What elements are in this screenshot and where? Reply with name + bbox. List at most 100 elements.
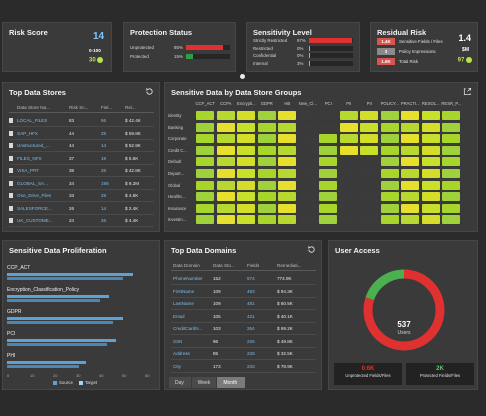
heatmap-cell[interactable] [319, 111, 337, 121]
heatmap-cell[interactable] [196, 215, 214, 225]
heatmap-cell[interactable] [278, 169, 296, 179]
heatmap-cell[interactable] [216, 134, 235, 144]
data-store-row[interactable]: SALESFORCE... 26 14 $ 2.4K [9, 203, 154, 215]
heatmap-cell[interactable] [196, 122, 214, 132]
heatmap-cell[interactable] [278, 203, 296, 213]
heatmap-cell[interactable] [421, 145, 440, 155]
heatmap-cell[interactable] [360, 215, 378, 225]
heatmap-cell[interactable] [360, 111, 378, 121]
data-store-cell[interactable]: GLOBAL_SA... [17, 180, 48, 186]
data-domain-row[interactable]: PhoneNumber 152 574 774.9K [171, 273, 316, 285]
heatmap-cell[interactable] [196, 134, 214, 144]
heatmap-cell[interactable] [319, 180, 337, 190]
heatmap-cell[interactable] [442, 192, 460, 202]
proliferation-bar-target[interactable] [7, 365, 80, 368]
data-domain-row[interactable]: Address 85 228 $ 32.5K [171, 348, 316, 360]
heatmap-cell[interactable] [319, 203, 337, 213]
data-store-row[interactable]: GLOBAL_SA... 34 198 $ 9.2M [9, 178, 154, 190]
heatmap-cell[interactable] [442, 145, 460, 155]
heatmap-cell[interactable] [401, 169, 419, 179]
heatmap-cell[interactable] [380, 157, 399, 167]
proliferation-bar-target[interactable] [7, 321, 114, 324]
data-store-row[interactable]: One_Drive_Files 33 29 $ 4.8K [9, 190, 154, 202]
heatmap-cell[interactable] [298, 180, 317, 190]
heatmap-cell[interactable] [360, 122, 378, 132]
heatmap-cell[interactable] [216, 157, 235, 167]
heatmap-cell[interactable] [237, 192, 255, 202]
data-store-cell[interactable]: One_Drive_Files [17, 193, 52, 198]
heatmap-cell[interactable] [257, 215, 276, 225]
donut-segment-protected[interactable] [363, 269, 445, 351]
heatmap-cell[interactable] [257, 111, 276, 121]
data-store-cell[interactable]: VISA_PRT [17, 168, 40, 173]
heatmap-cell[interactable] [298, 145, 317, 155]
heatmap-cell[interactable] [298, 169, 317, 179]
heatmap-cell[interactable] [298, 111, 317, 121]
data-domain-cell[interactable]: Address [173, 351, 190, 356]
heatmap-cell[interactable] [421, 111, 440, 121]
heatmap-cell[interactable] [278, 111, 296, 121]
heatmap-cell[interactable] [442, 215, 460, 225]
heatmap-cell[interactable] [237, 157, 255, 167]
data-store-row[interactable]: UK_CUSTOME... 24 26 $ 4.4K [9, 215, 154, 227]
heatmap-cell[interactable] [319, 122, 337, 132]
data-store-cell[interactable]: SAP_HFX [17, 130, 38, 136]
heatmap-cell[interactable] [401, 203, 419, 213]
data-store-cell[interactable]: SALESFORCE... [17, 205, 52, 211]
heatmap-cell[interactable] [196, 203, 214, 213]
heatmap-cell[interactable] [421, 122, 440, 132]
data-domain-row[interactable]: SSN 96 226 $ 49.8K [171, 336, 316, 348]
proliferation-bar-source[interactable] [7, 361, 86, 364]
heatmap-cell[interactable] [442, 122, 460, 132]
data-store-row[interactable]: LOCAL_FILES 83 66 $ 42.4K [9, 115, 154, 127]
data-store-row[interactable]: SAP_HFX 44 25 $ 59.8K [9, 128, 154, 140]
heatmap-cell[interactable] [339, 180, 358, 190]
data-store-row[interactable]: VISA_PRT 36 26 $ 42.8K [9, 165, 154, 177]
heatmap-cell[interactable] [237, 203, 255, 213]
heatmap-cell[interactable] [421, 169, 440, 179]
data-domain-row[interactable]: LastName 109 481 $ 60.5K [171, 298, 316, 310]
tab-month[interactable]: Month [217, 377, 246, 388]
heatmap-cell[interactable] [319, 134, 337, 144]
data-store-column-header[interactable]: Fiel... [101, 105, 113, 110]
data-store-column-header[interactable]: Rei... [125, 105, 136, 110]
heatmap-cell[interactable] [216, 203, 235, 213]
heatmap-cell[interactable] [196, 157, 214, 167]
heatmap-cell[interactable] [421, 157, 440, 167]
heatmap-cell[interactable] [216, 111, 235, 121]
heatmap-cell[interactable] [380, 169, 399, 179]
heatmap-cell[interactable] [339, 157, 358, 167]
proliferation-bar-source[interactable] [7, 295, 109, 298]
refresh-icon[interactable] [145, 87, 154, 96]
heatmap-cell[interactable] [421, 192, 440, 202]
heatmap-cell[interactable] [442, 111, 460, 121]
heatmap-cell[interactable] [380, 192, 399, 202]
heatmap-cell[interactable] [401, 157, 419, 167]
heatmap-cell[interactable] [237, 111, 255, 121]
heatmap-cell[interactable] [257, 157, 276, 167]
heatmap-cell[interactable] [339, 192, 358, 202]
data-domain-column-header[interactable]: Data Domain [173, 263, 200, 268]
heatmap-cell[interactable] [380, 215, 399, 225]
heatmap-cell[interactable] [380, 203, 399, 213]
heatmap-cell[interactable] [360, 169, 378, 179]
data-domain-column-header[interactable]: Data Sto... [213, 263, 235, 268]
data-domain-cell[interactable]: LastName [173, 301, 194, 306]
heatmap-cell[interactable] [421, 180, 440, 190]
heatmap-cell[interactable] [360, 134, 378, 144]
data-domain-cell[interactable]: FirstName [173, 288, 195, 294]
heatmap-cell[interactable] [380, 122, 399, 132]
heatmap-cell[interactable] [257, 169, 276, 179]
heatmap-cell[interactable] [319, 169, 337, 179]
data-domain-row[interactable]: City 173 233 $ 79.9K [171, 361, 316, 373]
heatmap-cell[interactable] [237, 134, 255, 144]
heatmap-cell[interactable] [278, 157, 296, 167]
data-domain-column-header[interactable]: Fields [247, 263, 260, 268]
heatmap-cell[interactable] [339, 215, 358, 225]
heatmap-cell[interactable] [339, 122, 358, 132]
heatmap-cell[interactable] [339, 169, 358, 179]
heatmap-cell[interactable] [319, 192, 337, 202]
heatmap-cell[interactable] [442, 169, 460, 179]
heatmap-cell[interactable] [360, 203, 378, 213]
heatmap-cell[interactable] [401, 180, 419, 190]
